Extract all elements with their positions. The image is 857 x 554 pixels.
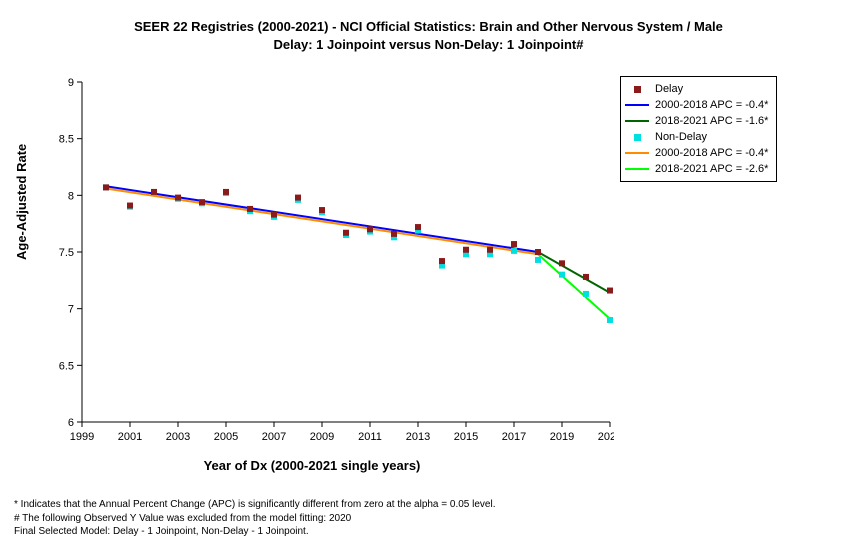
data-point [415,224,421,230]
data-point [463,247,469,253]
data-point [535,249,541,255]
footnote-1: * Indicates that the Annual Percent Chan… [14,498,495,512]
chart-title: SEER 22 Registries (2000-2021) - NCI Off… [0,18,857,53]
legend: Delay 2000-2018 APC = -0.4* 2018-2021 APC … [620,76,777,182]
y-tick-label: 6 [68,417,74,429]
data-point [175,195,181,201]
data-point [343,230,349,236]
footnotes: * Indicates that the Annual Percent Chan… [14,498,495,539]
legend-label: 2018-2021 APC = -2.6* [655,163,768,175]
legend-label: Non-Delay [655,131,707,143]
x-tick-label: 1999 [70,431,94,443]
data-point [535,257,541,263]
title-line2: Delay: 1 Joinpoint versus Non-Delay: 1 J… [0,36,857,54]
fit-line [106,189,538,255]
legend-item: 2018-2021 APC = -2.6* [625,161,768,177]
data-point [511,241,517,247]
data-point [607,317,613,323]
data-point [127,203,133,209]
x-tick-label: 2009 [310,431,334,443]
x-tick-label: 2013 [406,431,430,443]
legend-item: Non-Delay [625,129,768,145]
data-point [607,288,613,294]
legend-item: 2018-2021 APC = -1.6* [625,113,768,129]
legend-item: Delay [625,81,768,97]
legend-label: 2000-2018 APC = -0.4* [655,147,768,159]
x-tick-label: 2011 [358,431,382,443]
data-point [511,248,517,254]
y-tick-label: 9 [68,78,74,89]
x-tick-label: 2019 [550,431,574,443]
data-point [391,231,397,237]
data-point [271,212,277,218]
x-tick-label: 2015 [454,431,478,443]
y-tick-label: 8 [68,190,74,202]
y-tick-label: 7.5 [59,247,74,259]
footnote-2: # The following Observed Y Value was exc… [14,512,495,526]
y-tick-label: 7 [68,304,74,316]
x-tick-label: 2007 [262,431,286,443]
y-axis-label: Age-Adjusted Rate [14,144,29,260]
x-tick-label: 2021 [598,431,614,443]
legend-item: 2000-2018 APC = -0.4* [625,145,768,161]
x-tick-label: 2003 [166,431,190,443]
data-point [103,184,109,190]
data-point [319,207,325,213]
data-point [223,189,229,195]
data-point [559,272,565,278]
legend-item: 2000-2018 APC = -0.4* [625,97,768,113]
data-point [559,260,565,266]
data-point [247,206,253,212]
footnote-3: Final Selected Model: Delay - 1 Joinpoin… [14,525,495,539]
x-axis-label: Year of Dx (2000-2021 single years) [48,458,576,473]
data-point [487,247,493,253]
legend-label: 2000-2018 APC = -0.4* [655,99,768,111]
x-tick-label: 2001 [118,431,142,443]
x-tick-label: 2005 [214,431,238,443]
data-point [151,189,157,195]
data-point [583,274,589,280]
legend-label: Delay [655,83,683,95]
data-point [295,195,301,201]
chart-plot: 6 6.5 7 7.5 8 8.5 9 1999 2001 2003 2005 2007 2009 201… [48,78,614,458]
data-point [367,226,373,232]
data-point [199,199,205,205]
fit-line [106,186,538,252]
legend-label: 2018-2021 APC = -1.6* [655,115,768,127]
y-tick-label: 8.5 [59,134,74,146]
data-point [439,258,445,264]
y-tick-label: 6.5 [59,360,74,372]
title-line1: SEER 22 Registries (2000-2021) - NCI Off… [0,18,857,36]
data-point [583,291,589,297]
x-tick-label: 2017 [502,431,526,443]
